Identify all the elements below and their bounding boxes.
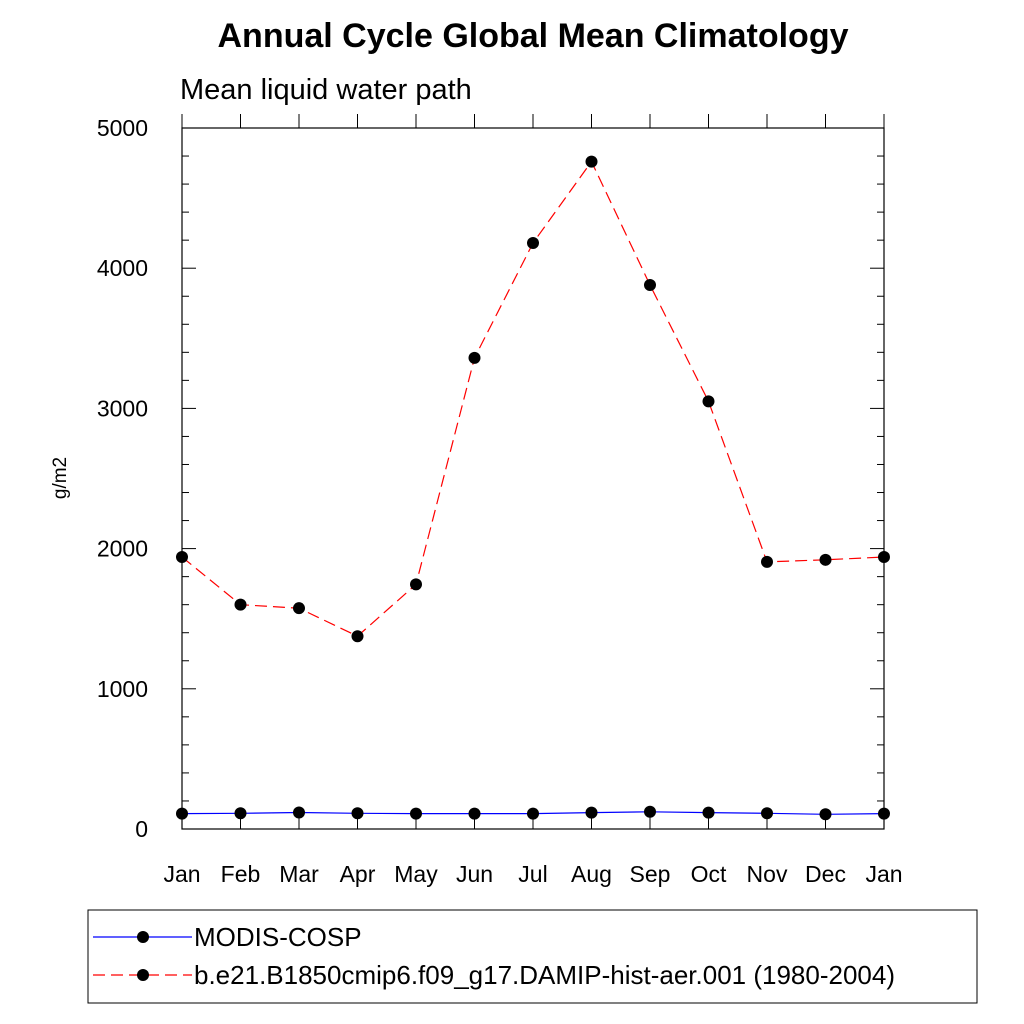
plot-frame bbox=[181, 127, 885, 830]
legend: MODIS-COSP b.e21.B1850cmip6.f09_g17.DAMIP… bbox=[87, 909, 978, 1004]
series-0-point bbox=[234, 807, 247, 820]
y-tick-label: 2000 bbox=[97, 536, 148, 562]
x-tick-label: Dec bbox=[805, 861, 846, 887]
x-tick-label: Sep bbox=[630, 861, 671, 887]
axis-ticks: 0 1000 2000 3000 4000 5000 Jan Feb Mar Apr May Jun J… bbox=[97, 114, 903, 887]
series-0-point bbox=[585, 806, 598, 819]
series-0-point bbox=[761, 807, 773, 820]
series-1-point bbox=[351, 630, 364, 643]
series-0-point bbox=[702, 806, 715, 819]
series-1-point bbox=[702, 395, 715, 408]
series-1-point bbox=[527, 236, 539, 249]
y-tick-label: 0 bbox=[135, 816, 148, 842]
x-tick-label: Aug bbox=[571, 861, 612, 887]
series-line-1 bbox=[181, 160, 885, 637]
series-layer bbox=[176, 155, 890, 821]
y-axis-label: g/m2 bbox=[50, 457, 71, 499]
series-1-point bbox=[819, 553, 832, 566]
legend-box bbox=[87, 909, 978, 1004]
series-0-point bbox=[644, 805, 656, 818]
x-tick-label: Feb bbox=[221, 861, 261, 887]
legend-items: MODIS-COSP b.e21.B1850cmip6.f09_g17.DAMIP… bbox=[93, 922, 895, 990]
x-tick-label: Oct bbox=[691, 861, 727, 887]
x-tick-label: Jul bbox=[518, 861, 547, 887]
legend-label: MODIS-COSP bbox=[194, 922, 362, 952]
series-0-point bbox=[293, 806, 305, 819]
series-1-point bbox=[293, 602, 305, 615]
legend-marker bbox=[137, 969, 149, 981]
y-tick-label: 4000 bbox=[97, 255, 148, 281]
series-1-point bbox=[644, 279, 656, 292]
series-1-point bbox=[585, 155, 598, 168]
x-tick-label: Jun bbox=[456, 861, 493, 887]
series-0-point bbox=[527, 807, 539, 820]
series-0-point bbox=[819, 808, 832, 821]
series-0-point bbox=[351, 807, 364, 820]
legend-label: b.e21.B1850cmip6.f09_g17.DAMIP-hist-aer.… bbox=[194, 960, 895, 990]
series-1-point bbox=[234, 598, 247, 611]
x-tick-label: Apr bbox=[340, 861, 376, 887]
x-tick-label: Jan bbox=[865, 861, 902, 887]
x-tick-label: Nov bbox=[747, 861, 788, 887]
y-tick-label: 5000 bbox=[97, 115, 148, 141]
chart-subtitle: Mean liquid water path bbox=[180, 74, 472, 106]
y-tick-label: 1000 bbox=[97, 676, 148, 702]
x-tick-label: Mar bbox=[279, 861, 319, 887]
x-tick-label: Jan bbox=[163, 861, 200, 887]
series-1-point bbox=[468, 351, 481, 364]
series-1-point bbox=[410, 578, 422, 591]
legend-marker bbox=[137, 931, 149, 943]
series-0-point bbox=[468, 807, 481, 820]
x-tick-label: May bbox=[394, 861, 438, 887]
series-0-point bbox=[410, 807, 422, 820]
y-tick-label: 3000 bbox=[97, 395, 148, 421]
series-1-point bbox=[761, 555, 773, 568]
chart-title: Annual Cycle Global Mean Climatology bbox=[218, 17, 849, 55]
